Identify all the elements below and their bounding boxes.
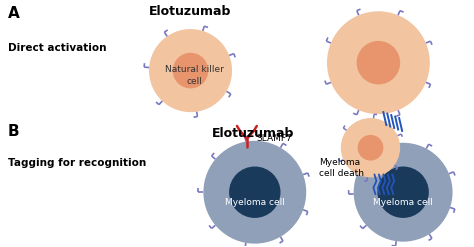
Circle shape xyxy=(377,166,429,218)
Circle shape xyxy=(354,143,453,242)
Circle shape xyxy=(327,11,430,114)
Circle shape xyxy=(173,53,209,88)
Circle shape xyxy=(341,118,400,177)
Text: Myeloma cell: Myeloma cell xyxy=(225,198,285,206)
Text: Myeloma
cell death: Myeloma cell death xyxy=(319,158,364,178)
Text: A: A xyxy=(8,6,19,21)
Circle shape xyxy=(203,141,306,244)
Text: Myeloma cell: Myeloma cell xyxy=(373,198,433,206)
Circle shape xyxy=(356,41,400,84)
Text: Direct activation: Direct activation xyxy=(8,43,106,53)
Text: Tagging for recognition: Tagging for recognition xyxy=(8,158,146,168)
Text: Elotuzumab: Elotuzumab xyxy=(149,5,232,18)
Circle shape xyxy=(357,135,383,161)
Text: SLAMF7: SLAMF7 xyxy=(257,134,292,143)
Text: B: B xyxy=(8,124,19,139)
Circle shape xyxy=(149,29,232,112)
Text: Elotuzumab: Elotuzumab xyxy=(211,127,294,140)
Circle shape xyxy=(229,166,281,218)
Text: Natural killer
cell: Natural killer cell xyxy=(165,65,224,86)
